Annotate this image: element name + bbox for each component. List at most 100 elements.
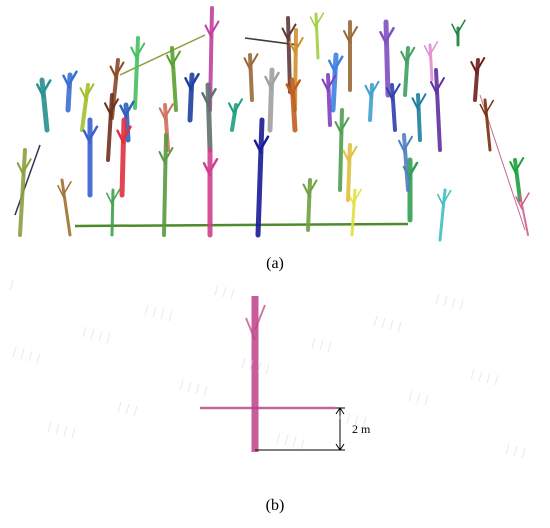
tree-branch: [400, 50, 409, 65]
tree-branch: [207, 88, 217, 103]
faint-slice: [494, 374, 499, 386]
faint-slice: [160, 308, 165, 320]
tree-branch: [201, 92, 210, 107]
tree-stem: [350, 188, 357, 237]
faint-slice: [9, 279, 14, 291]
tree-branch: [342, 149, 351, 164]
tree-branch: [291, 79, 301, 94]
faint-slice: [435, 293, 440, 305]
faint-slice: [144, 304, 149, 316]
tree-branch: [334, 55, 344, 70]
panel-label: (a): [266, 255, 284, 272]
tree-branch: [136, 42, 146, 57]
faint-slice: [90, 328, 95, 340]
faint-slice: [521, 447, 526, 459]
tree-branch: [436, 77, 445, 91]
faint-slice: [416, 392, 421, 404]
tree-stem: [133, 36, 140, 110]
faint-slice: [346, 412, 351, 424]
tree-branch: [104, 102, 112, 117]
tree-branch: [315, 12, 325, 26]
tree-branch: [334, 121, 343, 135]
tree-branch: [349, 26, 358, 40]
tree-branch: [370, 80, 380, 95]
faint-slice: [459, 299, 464, 311]
faint-slice: [389, 319, 394, 331]
tree-stem: [402, 133, 410, 192]
tree-branch: [249, 53, 259, 68]
faint-slice: [381, 317, 386, 329]
tree-branch: [208, 158, 219, 173]
tree-stem: [205, 82, 213, 153]
tree-branch: [82, 129, 92, 144]
tree-stem: [519, 194, 529, 236]
faint-slice: [47, 421, 52, 433]
tree-stem: [255, 117, 265, 238]
tree-branch: [281, 27, 290, 42]
tree-branch: [391, 83, 401, 98]
tree-branch: [110, 98, 119, 113]
tree-branch: [22, 158, 32, 173]
tree-stem: [383, 19, 391, 98]
tree-branch: [116, 129, 125, 144]
faint-slice: [36, 352, 41, 364]
tree-stem: [314, 12, 320, 60]
tree-branch: [408, 161, 419, 177]
faint-slice: [20, 348, 25, 360]
tree-branch: [451, 23, 459, 37]
faint-slice: [327, 341, 332, 353]
tree-branch: [228, 102, 236, 117]
tree-branch: [243, 57, 252, 72]
tree-stem: [306, 178, 312, 232]
faint-slice: [451, 297, 456, 309]
tree-branch: [158, 107, 167, 122]
tree-stem: [338, 108, 344, 192]
faint-slice: [443, 295, 448, 307]
faint-slice: [63, 425, 68, 437]
tree-branch: [509, 161, 518, 175]
tree-branch: [429, 41, 439, 55]
tree-branch: [204, 24, 213, 39]
tree-branch: [294, 37, 304, 51]
tree-stem: [416, 93, 422, 142]
scale-arrows: [335, 407, 345, 451]
faint-slice: [98, 330, 103, 342]
tree-branch: [184, 77, 193, 92]
tree-branch: [16, 162, 25, 177]
tree-branch: [430, 81, 438, 95]
tree-branch: [164, 147, 174, 161]
tree-branch: [115, 61, 125, 76]
tree-stem: [248, 53, 254, 102]
tree-branch: [122, 125, 132, 140]
tree-stem: [170, 46, 178, 112]
faint-slice: [362, 416, 367, 428]
faint-slice: [397, 321, 402, 333]
faint-slice: [292, 436, 297, 448]
tree-stem: [483, 98, 492, 152]
tree-branch: [62, 74, 71, 89]
tree-stem: [326, 73, 332, 127]
tree-branch: [321, 78, 330, 93]
tree-branch: [158, 151, 167, 165]
tree-stem: [123, 102, 131, 143]
tree-branch: [254, 304, 266, 331]
tree-branch: [106, 192, 114, 206]
tree-branch: [164, 103, 174, 118]
scale-label: 2 m: [352, 422, 371, 436]
faint-slice: [486, 372, 491, 384]
faint-slice: [424, 394, 429, 406]
tree-branch: [364, 84, 373, 99]
tree-branch: [245, 317, 256, 341]
tree-stem: [106, 93, 114, 162]
faint-slice: [257, 361, 262, 373]
tree-branch: [285, 83, 294, 98]
panel-label: (b): [266, 497, 285, 514]
tree-branch: [485, 99, 494, 114]
ground-line: [74, 222, 409, 228]
tree-branch: [476, 57, 486, 71]
panel-b: 2 m: [9, 279, 526, 459]
faint-slice: [265, 363, 270, 375]
tree-branch: [470, 61, 479, 75]
tree-branch: [398, 139, 406, 154]
